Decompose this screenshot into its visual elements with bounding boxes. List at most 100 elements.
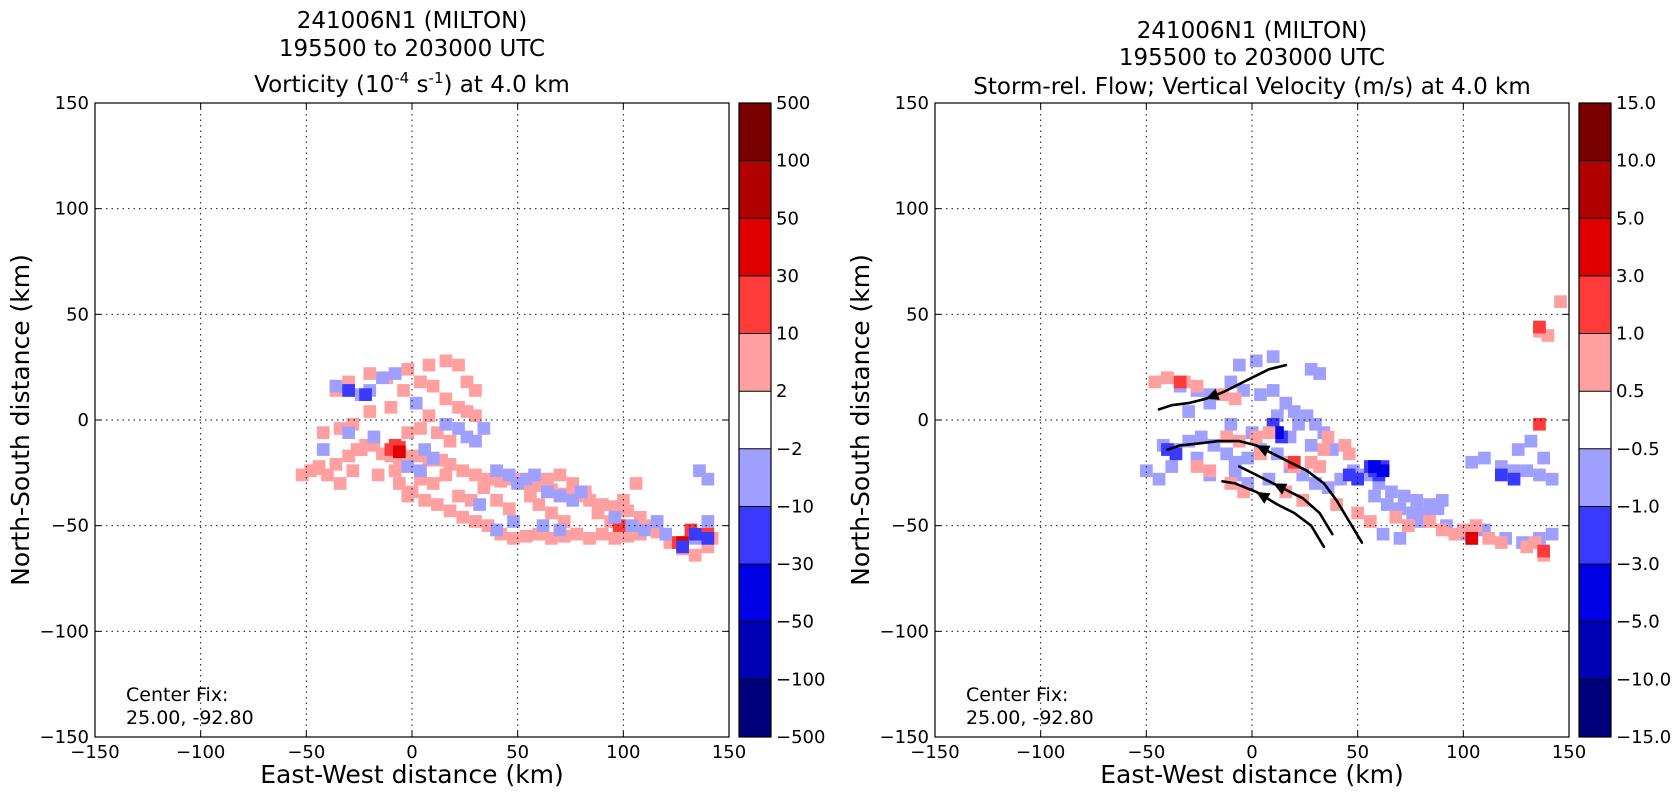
field-cell bbox=[456, 464, 470, 478]
field-cell bbox=[507, 515, 520, 528]
field-cell bbox=[1533, 320, 1546, 334]
field-cell bbox=[1385, 485, 1398, 499]
field-cell bbox=[553, 468, 567, 482]
field-cell bbox=[1537, 544, 1550, 558]
field-cell bbox=[1266, 350, 1280, 363]
panel1-y-axis-label: North-South distance (km) bbox=[6, 254, 35, 586]
field-cell bbox=[443, 504, 457, 518]
field-cell bbox=[1545, 472, 1559, 486]
panel2-y-axis-label: North-South distance (km) bbox=[846, 254, 875, 586]
colorbar-segment bbox=[739, 103, 771, 162]
colorbar-segment bbox=[1579, 333, 1611, 392]
panel2-streamlines bbox=[1157, 363, 1364, 549]
panel2-axes-frame bbox=[934, 102, 1570, 738]
panel1-title-line1: 241006N1 (MILTON) bbox=[297, 8, 528, 34]
colorbar-label: −50 bbox=[776, 612, 814, 633]
field-cell bbox=[1266, 384, 1280, 397]
streamline bbox=[1238, 465, 1334, 536]
field-cell bbox=[401, 362, 415, 376]
y-tick-label: 50 bbox=[66, 304, 89, 325]
field-cell bbox=[1292, 417, 1305, 431]
field-cell bbox=[1228, 392, 1242, 406]
x-tick-label: −150 bbox=[910, 742, 959, 763]
x-tick-label: −50 bbox=[1127, 742, 1165, 763]
field-cell bbox=[329, 458, 343, 471]
panel2-title-line2: 195500 to 203000 UTC bbox=[1119, 45, 1385, 71]
y-tick-label: −50 bbox=[891, 516, 929, 537]
title-field-exp2: -1 bbox=[429, 69, 444, 87]
field-cell bbox=[490, 523, 503, 537]
field-cell bbox=[1533, 417, 1546, 431]
field-cell bbox=[477, 422, 491, 435]
y-tick-label: −150 bbox=[880, 727, 929, 748]
field-cell bbox=[583, 532, 596, 545]
x-tick-label: 0 bbox=[406, 742, 417, 763]
field-cell bbox=[1224, 417, 1238, 431]
y-tick-label: −100 bbox=[880, 621, 929, 642]
colorbar-label: 50 bbox=[776, 208, 799, 229]
colorbar-segment bbox=[739, 160, 771, 219]
x-tick-label: −100 bbox=[1016, 742, 1065, 763]
field-cell bbox=[1313, 460, 1326, 473]
field-cell bbox=[540, 485, 554, 499]
colorbar-segment bbox=[1579, 506, 1611, 565]
colorbar-segment bbox=[739, 564, 771, 623]
field-cell bbox=[1520, 464, 1534, 478]
field-cell bbox=[688, 548, 702, 562]
y-tick-label: 150 bbox=[55, 93, 89, 114]
field-cell bbox=[1554, 295, 1567, 308]
field-cell bbox=[536, 519, 550, 532]
field-cell bbox=[469, 384, 482, 397]
field-cell bbox=[452, 489, 465, 503]
field-cell bbox=[393, 477, 406, 490]
field-cell bbox=[376, 371, 389, 385]
field-cell bbox=[1435, 523, 1449, 537]
field-cell bbox=[443, 458, 457, 471]
title-field-post: ) at 4.0 km bbox=[444, 72, 570, 98]
colorbar-label: 3.0 bbox=[1616, 266, 1645, 287]
streamline-arrowhead bbox=[1205, 388, 1220, 400]
field-cell bbox=[367, 430, 381, 444]
field-cell bbox=[1224, 375, 1238, 389]
panel2-x-axis-label: East-West distance (km) bbox=[1100, 760, 1404, 789]
field-cell bbox=[532, 498, 546, 511]
colorbar-label: −10 bbox=[776, 497, 814, 518]
panel2-center-fix-label: Center Fix: bbox=[966, 684, 1068, 706]
field-cell bbox=[1342, 447, 1356, 461]
title-field-mid: s bbox=[409, 72, 428, 98]
field-cell bbox=[490, 464, 503, 478]
field-cell bbox=[431, 498, 444, 511]
field-cell bbox=[1173, 375, 1187, 389]
y-tick-label: −150 bbox=[40, 727, 89, 748]
field-cell bbox=[625, 519, 639, 532]
colorbar-segment bbox=[739, 333, 771, 392]
field-cell bbox=[426, 477, 440, 490]
field-cell bbox=[1482, 532, 1496, 545]
colorbar-segment bbox=[1579, 275, 1611, 334]
colorbar-segment bbox=[1579, 564, 1611, 623]
field-cell bbox=[574, 485, 588, 499]
field-cell bbox=[388, 464, 402, 478]
panel1-center-fix-value: 25.00, -92.80 bbox=[126, 707, 254, 729]
colorbar-label: 15.0 bbox=[1616, 93, 1656, 114]
field-cell bbox=[591, 506, 605, 520]
colorbar-segment bbox=[1579, 448, 1611, 507]
colorbar-segment bbox=[1579, 391, 1611, 450]
field-cell bbox=[638, 523, 651, 537]
panel1-x-axis-label: East-West distance (km) bbox=[260, 760, 564, 789]
field-cell bbox=[439, 417, 453, 431]
field-cell bbox=[426, 379, 440, 393]
field-cell bbox=[621, 504, 634, 518]
colorbar-frame bbox=[738, 102, 772, 738]
panel1-title-line3: Vorticity (10-4 s-1) at 4.0 km bbox=[254, 69, 570, 98]
title-field-pre: Vorticity (10 bbox=[254, 72, 394, 98]
field-cell bbox=[528, 468, 541, 482]
colorbar-label: −5.0 bbox=[1616, 612, 1660, 633]
streamline-arrowhead bbox=[1256, 491, 1271, 504]
field-cell bbox=[570, 527, 584, 541]
field-cell bbox=[477, 481, 491, 494]
field-cell bbox=[409, 396, 423, 410]
colorbar-segment bbox=[1579, 218, 1611, 277]
y-tick-label: −50 bbox=[51, 516, 89, 537]
field-cell bbox=[439, 354, 453, 368]
